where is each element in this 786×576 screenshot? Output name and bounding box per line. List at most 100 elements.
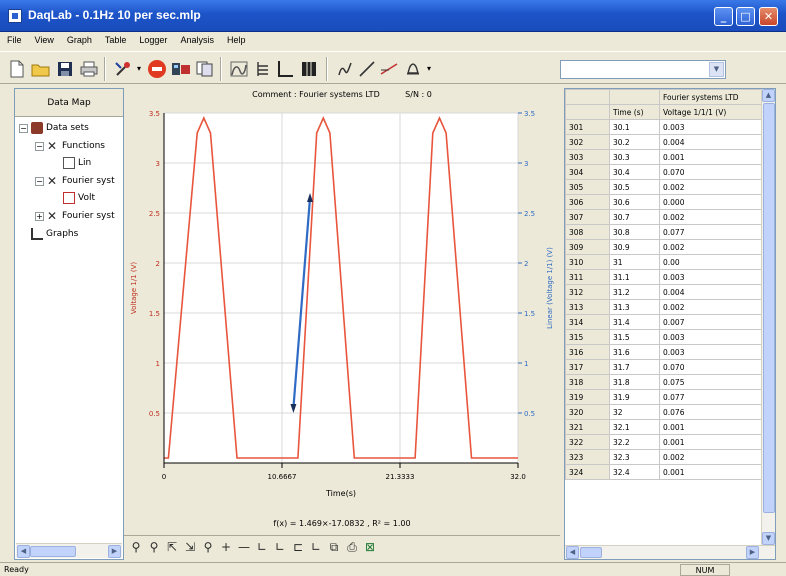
zoom-out-icon[interactable]: ⚲ <box>149 540 159 554</box>
voltage-cell[interactable]: 0.002 <box>659 209 764 225</box>
axis-3-icon[interactable]: ⊏ <box>292 540 304 554</box>
vscroll-thumb[interactable] <box>763 103 775 513</box>
scroll-up-icon[interactable]: ▲ <box>762 89 775 102</box>
excel-export-icon[interactable]: ⊠ <box>364 540 376 554</box>
voltage-cell[interactable]: 0.070 <box>659 359 764 375</box>
voltage-cell[interactable]: 0.001 <box>659 434 764 450</box>
time-cell[interactable]: 32.1 <box>609 419 660 435</box>
time-cell[interactable]: 31.9 <box>609 389 660 405</box>
time-cell[interactable]: 32.2 <box>609 434 660 450</box>
time-cell[interactable]: 31.3 <box>609 299 660 315</box>
time-cell[interactable]: 32.4 <box>609 464 660 480</box>
table-row[interactable]: 317 31.7 0.070 <box>565 359 764 375</box>
axes-icon[interactable] <box>274 58 296 80</box>
expand-icon[interactable]: + <box>35 212 44 221</box>
voltage-cell[interactable]: 0.004 <box>659 134 764 150</box>
menu-table[interactable]: Table <box>104 35 127 45</box>
collapse-icon[interactable]: − <box>35 177 44 186</box>
voltage-cell[interactable]: 0.001 <box>659 419 764 435</box>
voltage-cell[interactable]: 0.075 <box>659 374 764 390</box>
voltage-cell[interactable]: 0.003 <box>659 269 764 285</box>
left-hscrollbar[interactable]: ◀ ▶ <box>16 543 122 558</box>
time-cell[interactable]: 31.7 <box>609 359 660 375</box>
voltage-cell[interactable]: 0.000 <box>659 194 764 210</box>
table-row[interactable]: 303 30.3 0.001 <box>565 149 764 165</box>
table-row[interactable]: 312 31.2 0.004 <box>565 284 764 300</box>
time-cell[interactable]: 30.2 <box>609 134 660 150</box>
time-cell[interactable]: 32 <box>609 404 660 420</box>
voltage-cell[interactable]: 0.003 <box>659 329 764 345</box>
dropdown-arrow-icon[interactable]: ▾ <box>136 64 141 73</box>
series-voltage-line[interactable] <box>164 116 518 459</box>
voltage-cell[interactable]: 0.001 <box>659 149 764 165</box>
voltage-cell[interactable]: 0.001 <box>659 464 764 480</box>
save-icon[interactable] <box>54 58 76 80</box>
table-row[interactable]: 309 30.9 0.002 <box>565 239 764 255</box>
time-cell[interactable]: 31.2 <box>609 284 660 300</box>
time-cell[interactable]: 31.4 <box>609 314 660 330</box>
table-row[interactable]: 318 31.8 0.075 <box>565 374 764 390</box>
voltage-cell[interactable]: 0.077 <box>659 224 764 240</box>
zoom-y-icon[interactable]: ⇲ <box>184 540 196 554</box>
series-linear-fit-line[interactable] <box>292 197 312 409</box>
table-view-icon[interactable] <box>252 58 274 80</box>
collapse-icon[interactable]: − <box>35 142 44 151</box>
table-row[interactable]: 321 32.1 0.001 <box>565 419 764 435</box>
menu-view[interactable]: View <box>34 35 54 45</box>
minimize-button[interactable]: _ <box>714 7 733 26</box>
table-row[interactable]: 324 32.4 0.001 <box>565 464 764 480</box>
table-row[interactable]: 307 30.7 0.002 <box>565 209 764 225</box>
combo-arrow-icon[interactable]: ▼ <box>709 62 724 77</box>
table-row[interactable]: 323 32.3 0.002 <box>565 449 764 465</box>
copy-icon[interactable] <box>194 58 216 80</box>
menu-help[interactable]: Help <box>226 35 246 45</box>
table-row[interactable]: 302 30.2 0.004 <box>565 134 764 150</box>
tree-node-fourier-2[interactable]: ✕ Fourier syst <box>47 208 115 223</box>
tree-node-volt[interactable]: Volt <box>63 191 95 205</box>
time-cell[interactable]: 31.6 <box>609 344 660 360</box>
table-row[interactable]: 322 32.2 0.001 <box>565 434 764 450</box>
graph-settings-icon[interactable] <box>228 58 250 80</box>
tree-node-functions[interactable]: ✕ Functions <box>47 138 105 153</box>
table-row[interactable]: 319 31.9 0.077 <box>565 389 764 405</box>
axis-1-icon[interactable]: ∟ <box>256 540 268 554</box>
voltage-cell[interactable]: 0.00 <box>659 254 764 270</box>
tools-icon[interactable] <box>112 58 134 80</box>
table-row[interactable]: 308 30.8 0.077 <box>565 224 764 240</box>
trend-icon[interactable] <box>378 58 400 80</box>
linear-fit-icon[interactable] <box>356 58 378 80</box>
title-bar[interactable]: DaqLab - 0.1Hz 10 per sec.mlp _ □ ✕ <box>0 0 786 32</box>
logger-icon[interactable] <box>170 58 192 80</box>
scroll-left-icon[interactable]: ◀ <box>17 545 30 558</box>
tree-node-lin[interactable]: Lin <box>63 156 91 170</box>
crosshair-icon[interactable]: + <box>220 540 232 554</box>
tree-node-data-sets[interactable]: Data sets <box>31 121 89 135</box>
fit-start-marker[interactable] <box>290 404 297 413</box>
time-cell[interactable]: 31.1 <box>609 269 660 285</box>
voltage-cell[interactable]: 0.003 <box>659 119 764 135</box>
table-row[interactable]: 316 31.6 0.003 <box>565 344 764 360</box>
table-hscrollbar[interactable]: ◀ ▶ <box>565 545 775 559</box>
voltage-cell[interactable]: 0.004 <box>659 284 764 300</box>
columns-icon[interactable] <box>298 58 320 80</box>
scroll-left-icon[interactable]: ◀ <box>566 546 579 559</box>
fit-end-marker[interactable] <box>307 193 314 202</box>
table-row[interactable]: 315 31.5 0.003 <box>565 329 764 345</box>
close-button[interactable]: ✕ <box>759 7 778 26</box>
line-cursor-icon[interactable]: — <box>238 540 250 554</box>
menu-file[interactable]: File <box>7 35 22 45</box>
maximize-button[interactable]: □ <box>736 7 755 26</box>
time-cell[interactable]: 31.8 <box>609 374 660 390</box>
column-header-voltage[interactable]: Voltage 1/1/1 (V) <box>659 104 764 120</box>
scroll-right-icon[interactable]: ▶ <box>108 545 121 558</box>
time-cell[interactable]: 31 <box>609 254 660 270</box>
voltage-cell[interactable]: 0.007 <box>659 314 764 330</box>
time-cell[interactable]: 30.6 <box>609 194 660 210</box>
time-cell[interactable]: 30.8 <box>609 224 660 240</box>
print-graph-icon[interactable]: ⎙ <box>347 539 357 554</box>
app-icon[interactable] <box>8 9 22 23</box>
new-file-icon[interactable] <box>6 58 28 80</box>
table-row[interactable]: 306 30.6 0.000 <box>565 194 764 210</box>
voltage-cell[interactable]: 0.002 <box>659 449 764 465</box>
voltage-cell[interactable]: 0.002 <box>659 179 764 195</box>
